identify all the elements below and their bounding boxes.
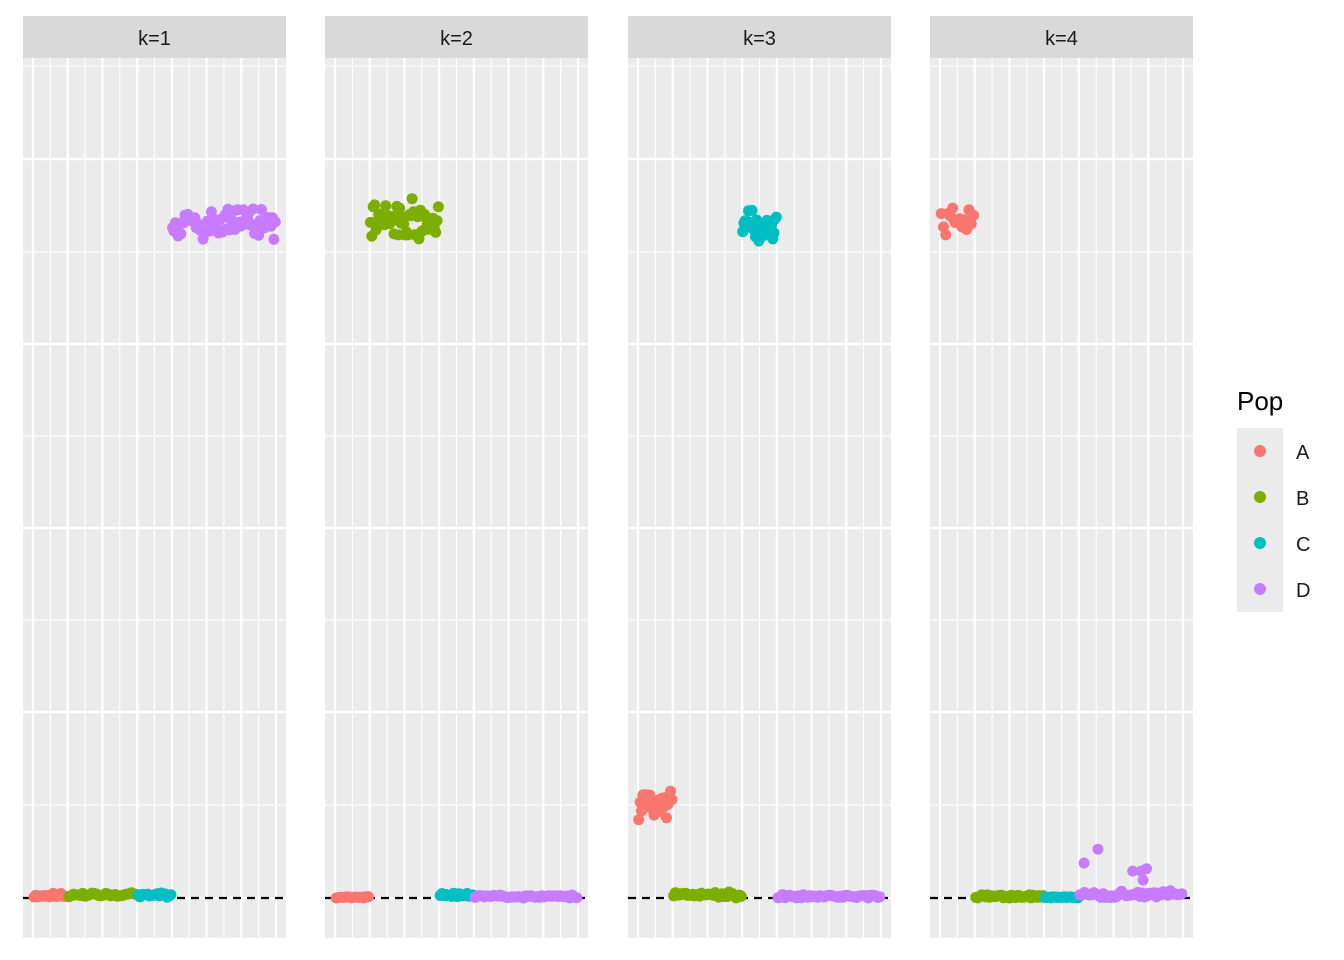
legend-entry: A bbox=[1254, 442, 1310, 464]
data-point-D bbox=[1127, 865, 1139, 877]
facet-strip-label: k=2 bbox=[440, 28, 473, 50]
data-point-C bbox=[165, 889, 177, 901]
legend-label: D bbox=[1296, 580, 1310, 602]
data-point-D bbox=[247, 203, 259, 215]
facet-strip bbox=[930, 16, 1193, 58]
data-point-D bbox=[1137, 874, 1149, 886]
data-point-D bbox=[1176, 888, 1188, 900]
data-point-B bbox=[432, 201, 444, 213]
data-point-C bbox=[737, 226, 749, 238]
data-point-C bbox=[768, 227, 780, 239]
data-point-A bbox=[363, 891, 374, 903]
data-point-A bbox=[666, 794, 678, 805]
legend: Pop A B C D bbox=[1237, 386, 1310, 612]
legend-key-B bbox=[1254, 491, 1266, 503]
data-point-D bbox=[175, 228, 187, 240]
data-point-B bbox=[735, 890, 747, 902]
data-point-B bbox=[431, 215, 443, 227]
legend-label: C bbox=[1296, 534, 1310, 556]
data-point-B bbox=[406, 193, 418, 205]
facet-panel: k=4 bbox=[930, 16, 1193, 938]
data-point-B bbox=[430, 226, 442, 238]
legend-key-background bbox=[1237, 428, 1283, 612]
data-point-A bbox=[965, 218, 977, 230]
data-point-A bbox=[968, 209, 980, 221]
data-points bbox=[633, 204, 886, 904]
data-points bbox=[28, 203, 281, 903]
legend-title: Pop bbox=[1237, 386, 1283, 416]
data-point-A bbox=[940, 229, 952, 241]
data-point-B bbox=[394, 202, 406, 214]
facet-strip bbox=[23, 16, 286, 58]
facet-strip bbox=[325, 16, 588, 58]
grid-lines bbox=[23, 58, 286, 938]
data-point-D bbox=[268, 233, 280, 245]
data-point-C bbox=[746, 204, 758, 216]
data-point-A bbox=[665, 785, 677, 797]
data-point-D bbox=[571, 892, 583, 904]
grid-lines bbox=[930, 58, 1193, 938]
legend-entry: C bbox=[1254, 534, 1310, 556]
data-point-B bbox=[380, 200, 392, 212]
data-point-D bbox=[1092, 843, 1104, 855]
facet-panel: k=2 bbox=[325, 16, 588, 938]
facet-strip-label: k=3 bbox=[743, 28, 776, 50]
facet-panels: k=1 k=2 k=3 k=4 bbox=[23, 16, 1193, 938]
legend-key-D bbox=[1254, 583, 1266, 595]
data-points bbox=[935, 202, 1188, 904]
data-point-B bbox=[370, 224, 382, 236]
data-points bbox=[330, 193, 583, 904]
data-point-B bbox=[369, 199, 381, 211]
legend-key-C bbox=[1254, 537, 1266, 549]
facet-strip bbox=[628, 16, 891, 58]
facet-strip-label: k=1 bbox=[138, 28, 171, 50]
data-point-D bbox=[1078, 857, 1090, 869]
legend-label: A bbox=[1296, 442, 1310, 464]
facet-strip-label: k=4 bbox=[1045, 28, 1078, 50]
data-point-A bbox=[633, 814, 645, 826]
facet-panel: k=3 bbox=[628, 16, 891, 938]
legend-key-A bbox=[1254, 445, 1266, 457]
legend-entry: B bbox=[1254, 488, 1309, 510]
data-point-A bbox=[661, 812, 672, 824]
data-point-D bbox=[269, 216, 281, 228]
data-point-D bbox=[1141, 863, 1152, 875]
data-point-D bbox=[874, 891, 886, 903]
data-point-A bbox=[947, 202, 959, 214]
legend-label: B bbox=[1296, 488, 1309, 510]
legend-entry: D bbox=[1254, 580, 1310, 602]
facet-panel: k=1 bbox=[23, 16, 286, 938]
data-point-D bbox=[255, 204, 267, 215]
data-point-C bbox=[770, 211, 782, 223]
